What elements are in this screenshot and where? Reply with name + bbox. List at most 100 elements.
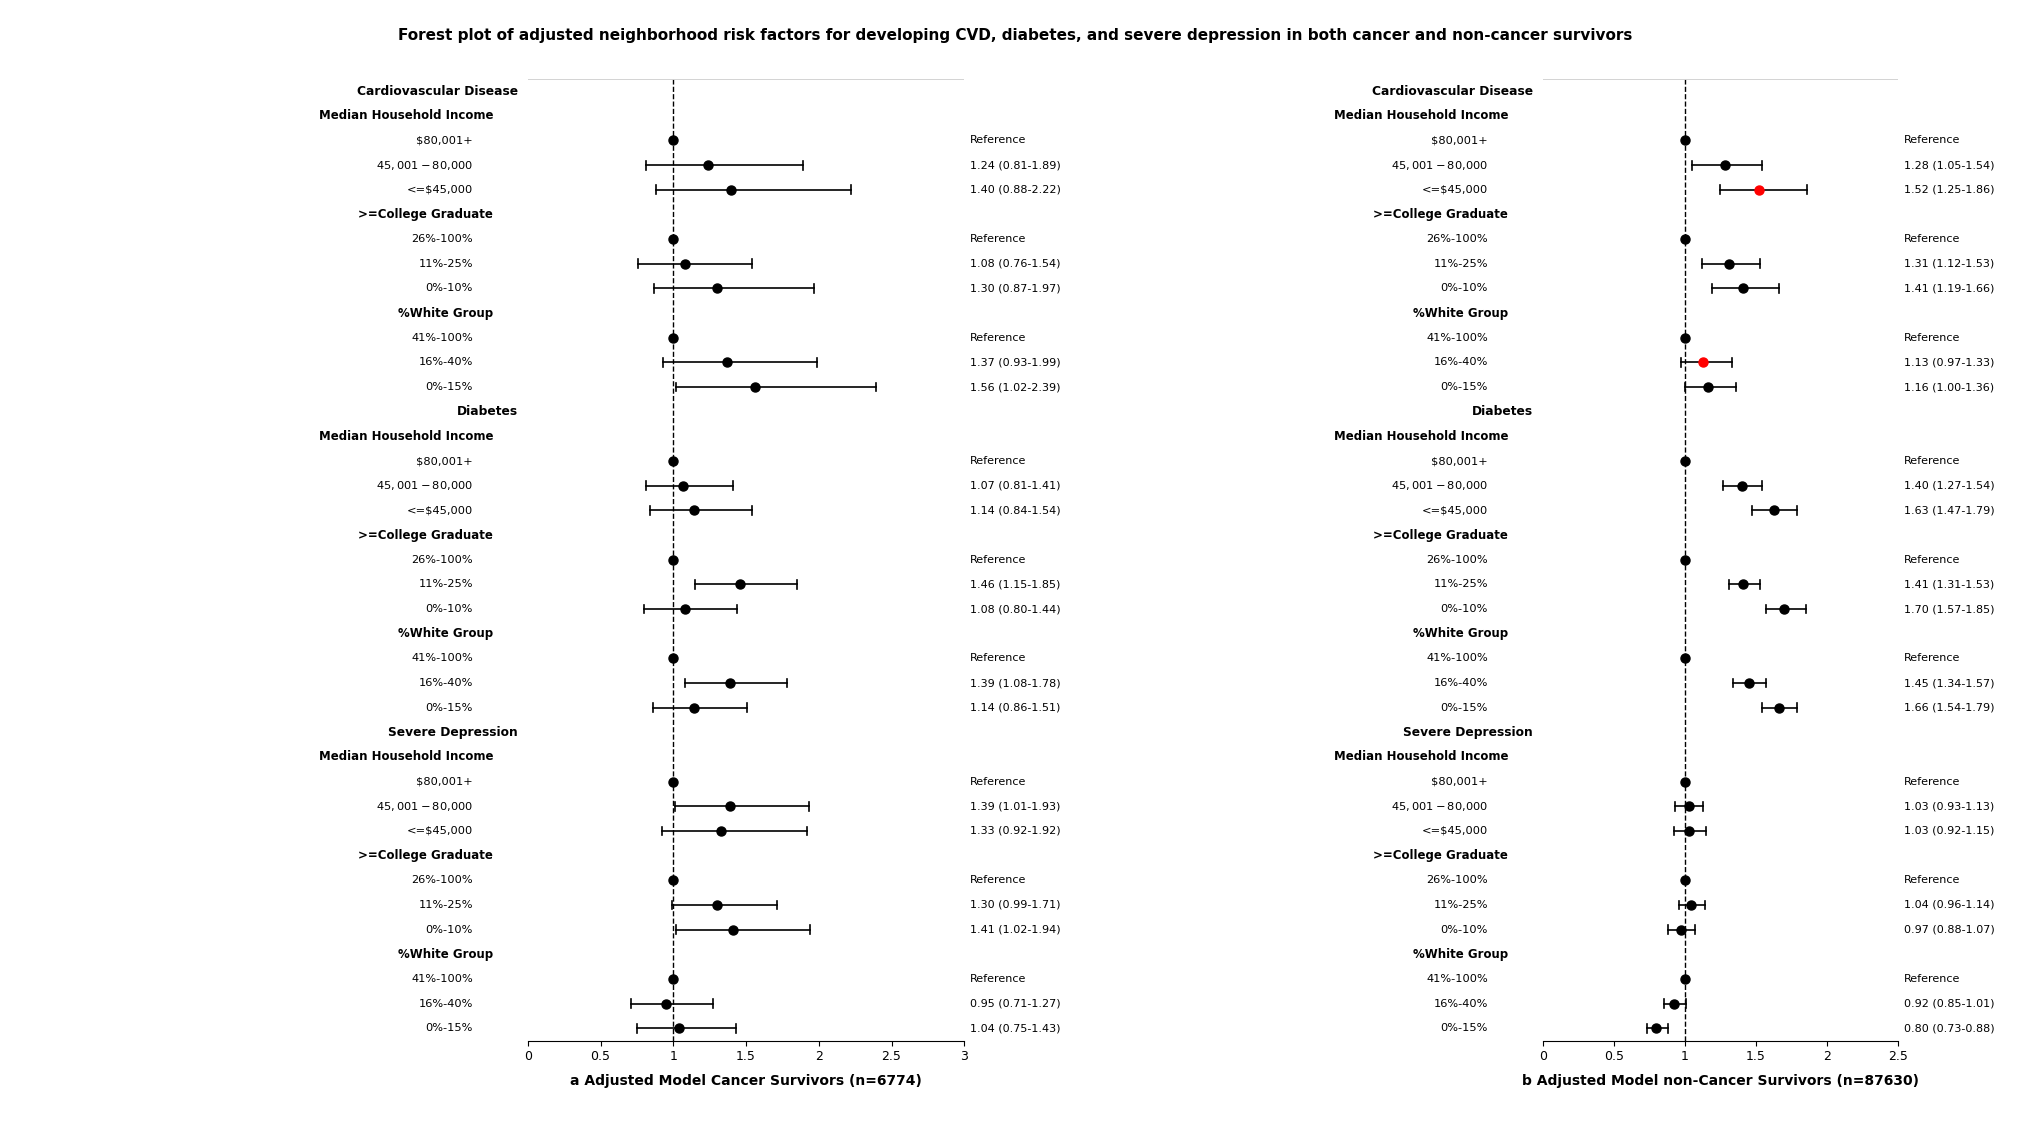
Text: 1.41 (1.19-1.66): 1.41 (1.19-1.66)	[1904, 284, 1995, 294]
Text: Reference: Reference	[970, 776, 1027, 786]
Text: Reference: Reference	[1904, 135, 1961, 145]
Text: 1.66 (1.54-1.79): 1.66 (1.54-1.79)	[1904, 703, 1995, 712]
Text: $45,001-$80,000: $45,001-$80,000	[376, 479, 473, 493]
Text: <=$45,000: <=$45,000	[406, 184, 473, 195]
Text: 11%-25%: 11%-25%	[1433, 259, 1488, 269]
Text: 1.03 (0.93-1.13): 1.03 (0.93-1.13)	[1904, 801, 1993, 811]
Text: $45,001-$80,000: $45,001-$80,000	[1391, 479, 1488, 493]
Text: 0%-10%: 0%-10%	[426, 604, 473, 614]
Text: Reference: Reference	[1904, 333, 1961, 343]
Text: Median Household Income: Median Household Income	[319, 750, 493, 764]
Text: 0.97 (0.88-1.07): 0.97 (0.88-1.07)	[1904, 925, 1995, 935]
Text: Median Household Income: Median Household Income	[319, 109, 493, 123]
X-axis label: b Adjusted Model non-Cancer Survivors (n=87630): b Adjusted Model non-Cancer Survivors (n…	[1522, 1074, 1918, 1089]
Text: 0%-10%: 0%-10%	[1441, 284, 1488, 294]
Text: 0.80 (0.73-0.88): 0.80 (0.73-0.88)	[1904, 1024, 1995, 1033]
Text: %White Group: %White Group	[398, 627, 493, 640]
Text: 1.46 (1.15-1.85): 1.46 (1.15-1.85)	[970, 579, 1062, 590]
Text: 1.56 (1.02-2.39): 1.56 (1.02-2.39)	[970, 382, 1062, 391]
Text: %White Group: %White Group	[1413, 627, 1508, 640]
Text: $80,001+: $80,001+	[416, 135, 473, 145]
Text: 11%-25%: 11%-25%	[418, 259, 473, 269]
Text: 26%-100%: 26%-100%	[1427, 234, 1488, 244]
Text: 41%-100%: 41%-100%	[412, 654, 473, 664]
Text: 1.07 (0.81-1.41): 1.07 (0.81-1.41)	[970, 480, 1062, 490]
Text: $80,001+: $80,001+	[1431, 135, 1488, 145]
Text: 41%-100%: 41%-100%	[1427, 974, 1488, 984]
Text: 0%-15%: 0%-15%	[1441, 1024, 1488, 1033]
Text: 1.39 (1.01-1.93): 1.39 (1.01-1.93)	[970, 801, 1062, 811]
Text: 1.08 (0.80-1.44): 1.08 (0.80-1.44)	[970, 604, 1062, 614]
Text: >=College Graduate: >=College Graduate	[1374, 208, 1508, 220]
Text: 11%-25%: 11%-25%	[1433, 900, 1488, 910]
Text: 1.33 (0.92-1.92): 1.33 (0.92-1.92)	[970, 826, 1062, 836]
Text: Reference: Reference	[970, 135, 1027, 145]
Text: Diabetes: Diabetes	[457, 405, 518, 418]
Text: 1.41 (1.02-1.94): 1.41 (1.02-1.94)	[970, 925, 1062, 935]
Text: 1.24 (0.81-1.89): 1.24 (0.81-1.89)	[970, 160, 1062, 170]
Text: >=College Graduate: >=College Graduate	[359, 849, 493, 862]
Text: %White Group: %White Group	[398, 947, 493, 961]
Text: %White Group: %White Group	[1413, 306, 1508, 319]
Text: 1.04 (0.75-1.43): 1.04 (0.75-1.43)	[970, 1024, 1062, 1033]
Text: 1.16 (1.00-1.36): 1.16 (1.00-1.36)	[1904, 382, 1993, 391]
Text: Severe Depression: Severe Depression	[388, 726, 518, 739]
Text: >=College Graduate: >=College Graduate	[1374, 529, 1508, 541]
Text: 1.28 (1.05-1.54): 1.28 (1.05-1.54)	[1904, 160, 1995, 170]
Text: Reference: Reference	[970, 974, 1027, 984]
Text: Reference: Reference	[1904, 776, 1961, 786]
Text: 26%-100%: 26%-100%	[412, 875, 473, 885]
Text: 26%-100%: 26%-100%	[1427, 875, 1488, 885]
Text: 1.08 (0.76-1.54): 1.08 (0.76-1.54)	[970, 259, 1062, 269]
Text: 0%-10%: 0%-10%	[426, 925, 473, 935]
Text: 16%-40%: 16%-40%	[1433, 999, 1488, 1009]
Text: 26%-100%: 26%-100%	[1427, 555, 1488, 565]
Text: 1.03 (0.92-1.15): 1.03 (0.92-1.15)	[1904, 826, 1995, 836]
Text: $80,001+: $80,001+	[416, 456, 473, 466]
Text: 11%-25%: 11%-25%	[1433, 579, 1488, 590]
Text: 41%-100%: 41%-100%	[412, 974, 473, 984]
Text: $80,001+: $80,001+	[1431, 776, 1488, 786]
Text: Reference: Reference	[1904, 654, 1961, 664]
Text: Forest plot of adjusted neighborhood risk factors for developing CVD, diabetes, : Forest plot of adjusted neighborhood ris…	[398, 28, 1632, 43]
Text: Reference: Reference	[970, 875, 1027, 885]
Text: $45,001-$80,000: $45,001-$80,000	[1391, 800, 1488, 813]
Text: $45,001-$80,000: $45,001-$80,000	[376, 159, 473, 172]
Text: 1.37 (0.93-1.99): 1.37 (0.93-1.99)	[970, 358, 1062, 368]
Text: <=$45,000: <=$45,000	[1421, 184, 1488, 195]
Text: Diabetes: Diabetes	[1472, 405, 1533, 418]
Text: 16%-40%: 16%-40%	[418, 999, 473, 1009]
Text: Reference: Reference	[970, 234, 1027, 244]
Text: 0.92 (0.85-1.01): 0.92 (0.85-1.01)	[1904, 999, 1995, 1009]
Text: 0%-10%: 0%-10%	[1441, 604, 1488, 614]
Text: 1.40 (0.88-2.22): 1.40 (0.88-2.22)	[970, 184, 1062, 195]
Text: <=$45,000: <=$45,000	[1421, 826, 1488, 836]
Text: 0%-10%: 0%-10%	[426, 284, 473, 294]
Text: Reference: Reference	[970, 654, 1027, 664]
Text: <=$45,000: <=$45,000	[1421, 505, 1488, 515]
Text: 1.52 (1.25-1.86): 1.52 (1.25-1.86)	[1904, 184, 1995, 195]
Text: Reference: Reference	[1904, 555, 1961, 565]
Text: Median Household Income: Median Household Income	[1334, 750, 1508, 764]
Text: 41%-100%: 41%-100%	[1427, 333, 1488, 343]
Text: Reference: Reference	[1904, 234, 1961, 244]
Text: 0%-15%: 0%-15%	[426, 382, 473, 391]
Text: $80,001+: $80,001+	[416, 776, 473, 786]
Text: 0%-15%: 0%-15%	[1441, 703, 1488, 712]
Text: >=College Graduate: >=College Graduate	[359, 208, 493, 220]
Text: Median Household Income: Median Household Income	[1334, 430, 1508, 443]
Text: 0.95 (0.71-1.27): 0.95 (0.71-1.27)	[970, 999, 1062, 1009]
Text: Median Household Income: Median Household Income	[319, 430, 493, 443]
Text: Reference: Reference	[970, 333, 1027, 343]
Text: 1.70 (1.57-1.85): 1.70 (1.57-1.85)	[1904, 604, 1995, 614]
Text: 16%-40%: 16%-40%	[418, 678, 473, 688]
Text: $45,001-$80,000: $45,001-$80,000	[1391, 159, 1488, 172]
Text: $45,001-$80,000: $45,001-$80,000	[376, 800, 473, 813]
Text: >=College Graduate: >=College Graduate	[359, 529, 493, 541]
Text: 0%-15%: 0%-15%	[426, 1024, 473, 1033]
Text: 1.14 (0.84-1.54): 1.14 (0.84-1.54)	[970, 505, 1062, 515]
Text: 0%-10%: 0%-10%	[1441, 925, 1488, 935]
Text: 41%-100%: 41%-100%	[412, 333, 473, 343]
Text: %White Group: %White Group	[398, 306, 493, 319]
Text: 16%-40%: 16%-40%	[418, 358, 473, 368]
